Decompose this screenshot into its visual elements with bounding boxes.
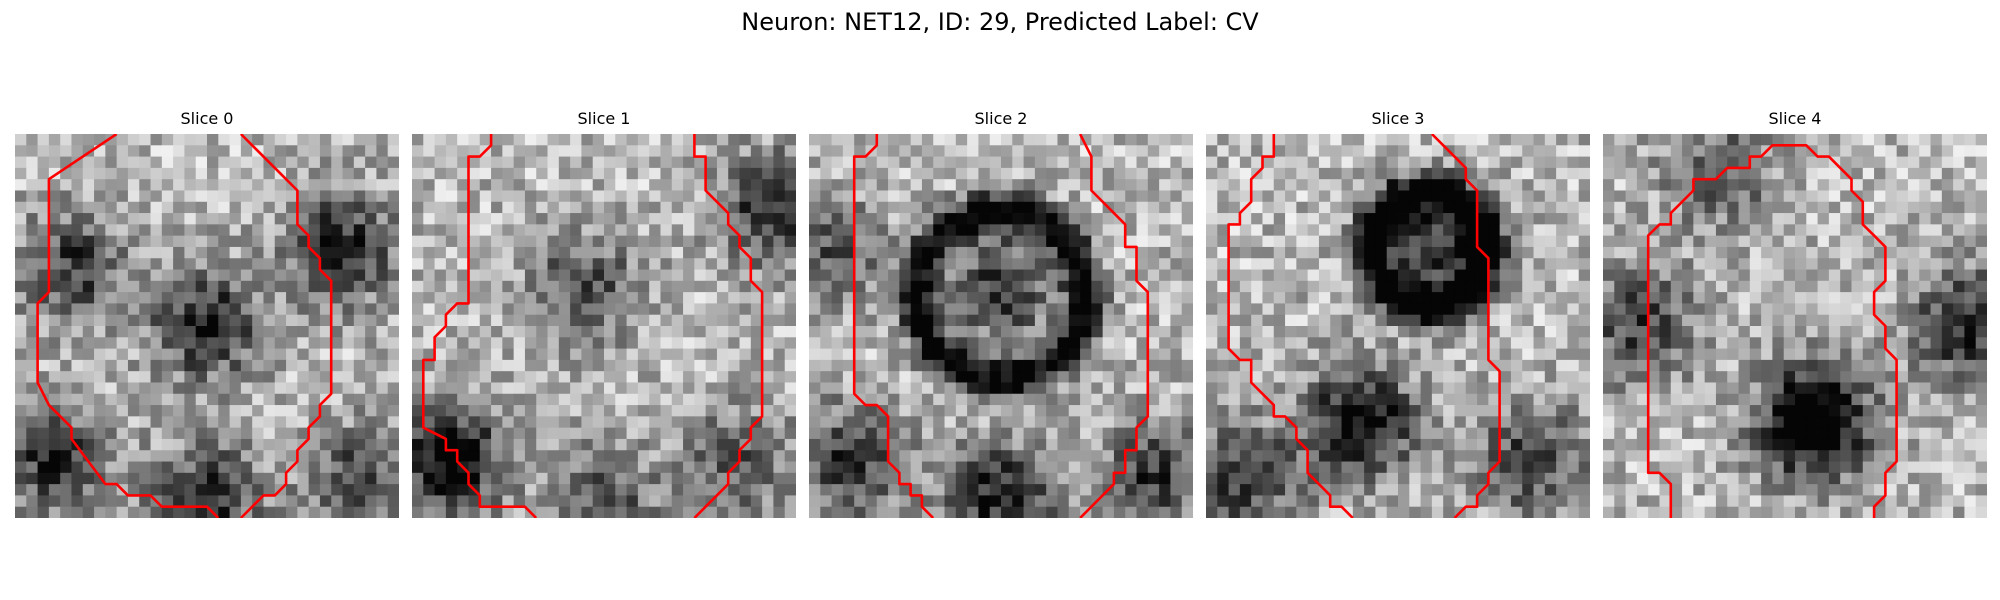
- slice-image-1: [412, 134, 796, 518]
- pixel-grid: [809, 134, 1193, 518]
- pixel-grid: [1206, 134, 1590, 518]
- slice-title-1: Slice 1: [412, 108, 796, 130]
- slice-image-2: [809, 134, 1193, 518]
- pixel-grid: [1603, 134, 1987, 518]
- slice-panel-1: Slice 1: [412, 108, 796, 518]
- slice-title-0: Slice 0: [15, 108, 399, 130]
- slice-title-2: Slice 2: [809, 108, 1193, 130]
- figure-title: Neuron: NET12, ID: 29, Predicted Label: …: [0, 6, 2000, 38]
- slice-panel-3: Slice 3: [1206, 108, 1590, 518]
- pixel-grid: [15, 134, 399, 518]
- slice-image-4: [1603, 134, 1987, 518]
- slice-panel-0: Slice 0: [15, 108, 399, 518]
- slice-panel-2: Slice 2: [809, 108, 1193, 518]
- slice-panel-4: Slice 4: [1603, 108, 1987, 518]
- slice-title-4: Slice 4: [1603, 108, 1987, 130]
- slice-title-3: Slice 3: [1206, 108, 1590, 130]
- slice-image-0: [15, 134, 399, 518]
- slice-image-3: [1206, 134, 1590, 518]
